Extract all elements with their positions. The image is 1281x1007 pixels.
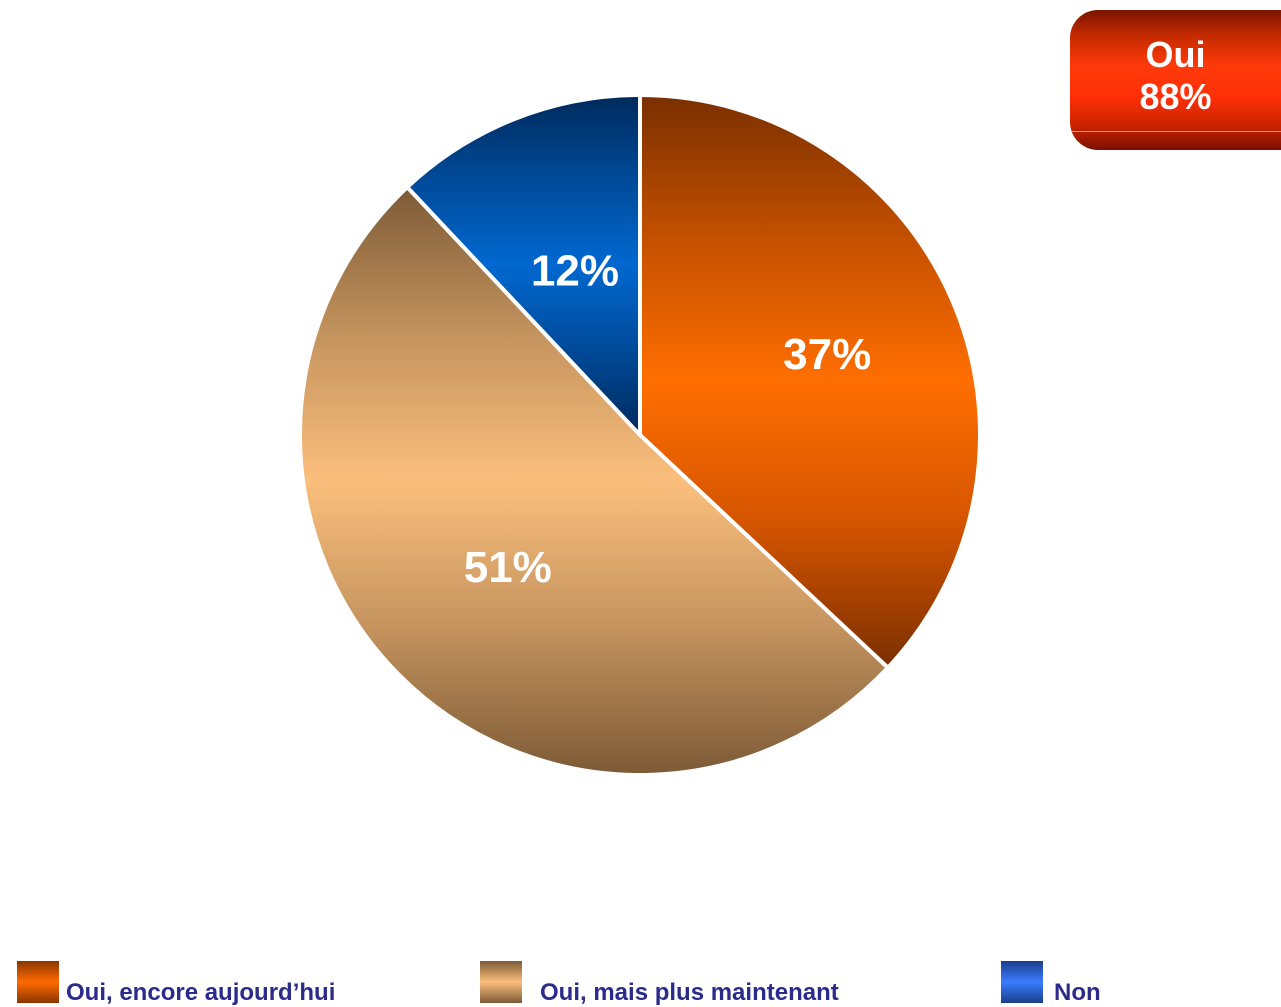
legend-label: Oui, encore aujourd’hui <box>66 979 336 1006</box>
legend-swatch-non <box>1001 961 1043 1003</box>
callout-line1: Oui <box>1145 34 1206 75</box>
legend-label: Non <box>1054 979 1101 1006</box>
slice-label-oui-encore: 37% <box>783 330 871 379</box>
legend-swatch-oui-plus-maintenant <box>480 961 522 1003</box>
legend-label: Oui, mais plus maintenant <box>540 979 839 1006</box>
slice-oui-encore <box>638 93 982 670</box>
slice-oui-plus-maintenant <box>297 185 890 778</box>
oui-total-callout: Oui 88% <box>1070 10 1281 150</box>
slice-label-oui-plus-maintenant: 51% <box>464 543 552 592</box>
slice-non <box>405 93 642 437</box>
slice-label-non: 12% <box>531 247 619 296</box>
legend-swatch-oui-encore <box>17 961 59 1003</box>
callout-line2: 88% <box>1139 76 1212 117</box>
callout-divider <box>1070 131 1281 132</box>
